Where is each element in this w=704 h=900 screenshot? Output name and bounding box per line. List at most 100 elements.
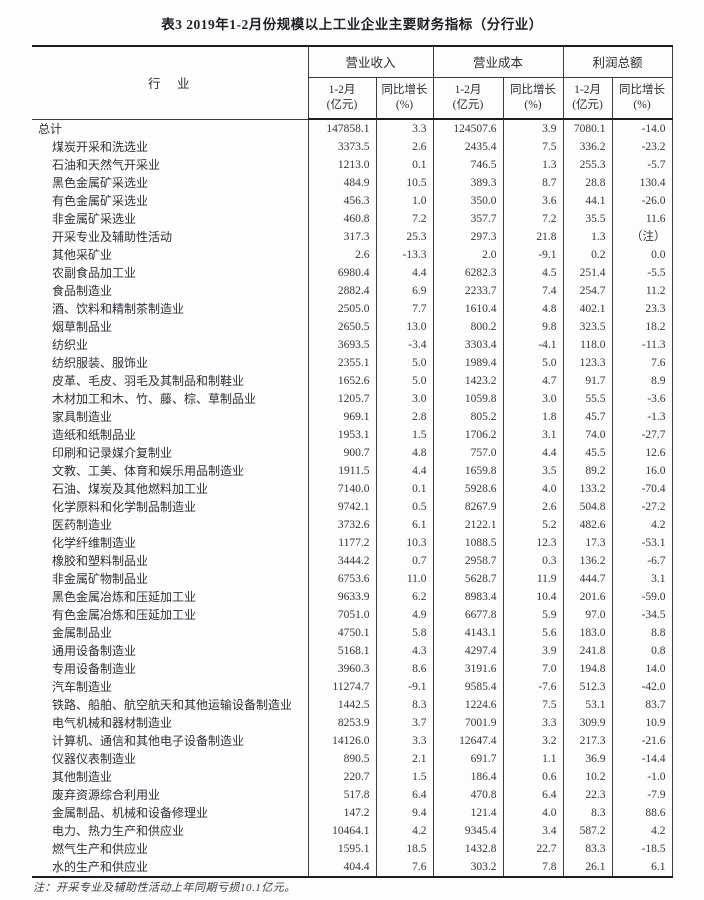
table-row: 其他采矿业 2.6 -13.3 2.0 -9.1 0.2 0.0 <box>32 246 673 264</box>
profit-growth-cell: 14.0 <box>612 660 673 678</box>
table-row: 通用设备制造业 5168.1 4.3 4297.4 3.9 241.8 0.8 <box>32 642 673 660</box>
profit-amount-cell: 8.3 <box>563 804 613 822</box>
table-row: 煤炭开采和洗选业 3373.5 2.6 2435.4 7.5 336.2 -23… <box>32 138 673 156</box>
profit-amount-cell: 123.3 <box>563 354 613 372</box>
profit-growth-cell: -70.4 <box>612 480 673 498</box>
revenue-amount-cell: 11274.7 <box>308 678 377 696</box>
cost-amount-cell: 1706.2 <box>433 426 504 444</box>
industry-name-cell: 电气机械和器材制造业 <box>32 714 309 732</box>
subheader-line2: (%) <box>395 98 414 111</box>
table-row: 木材加工和木、竹、藤、棕、草制品业 1205.7 3.0 1059.8 3.0 … <box>32 390 673 408</box>
revenue-amount-cell: 404.4 <box>308 858 377 878</box>
cost-growth-cell: 3.1 <box>503 426 564 444</box>
table-row: 电气机械和器材制造业 8253.9 3.7 7001.9 3.3 309.9 1… <box>32 714 673 732</box>
profit-growth-header: 同比增长 (%) <box>612 77 673 120</box>
profit-amount-cell: 22.3 <box>563 786 613 804</box>
profit-amount-cell: 444.7 <box>563 570 613 588</box>
table-row: 金属制品业 4750.1 5.8 4143.1 5.6 183.0 8.8 <box>32 624 673 642</box>
cost-amount-cell: 357.7 <box>433 210 504 228</box>
cost-amount-cell: 186.4 <box>433 768 504 786</box>
industry-name-cell: 化学原料和化学制品制造业 <box>32 498 309 516</box>
table-row: 非金属矿采选业 460.8 7.2 357.7 7.2 35.5 11.6 <box>32 210 673 228</box>
industry-name-cell: 其他制造业 <box>32 768 309 786</box>
revenue-amount-cell: 220.7 <box>308 768 377 786</box>
table-row: 化学纤维制造业 1177.2 10.3 1088.5 12.3 17.3 -53… <box>32 534 673 552</box>
revenue-growth-cell: 4.4 <box>376 264 434 282</box>
cost-amount-cell: 1088.5 <box>433 534 504 552</box>
profit-growth-cell: -27.7 <box>612 426 673 444</box>
subheader-line1: 同比增长 <box>381 83 428 96</box>
cost-amount-cell: 746.5 <box>433 156 504 174</box>
table-row: 电力、热力生产和供应业 10464.1 4.2 9345.4 3.4 587.2… <box>32 822 673 840</box>
industry-name-cell: 皮革、毛皮、羽毛及其制品和制鞋业 <box>32 372 309 390</box>
profit-amount-cell: 17.3 <box>563 534 613 552</box>
revenue-amount-cell: 7051.0 <box>308 606 377 624</box>
industry-name-cell: 纺织服装、服饰业 <box>32 354 309 372</box>
revenue-growth-cell: 0.1 <box>376 156 434 174</box>
group-header-operating-revenue: 营业收入 <box>308 45 434 78</box>
profit-growth-cell: -3.6 <box>612 390 673 408</box>
revenue-growth-cell: -9.1 <box>376 678 434 696</box>
profit-growth-cell: -53.1 <box>612 534 673 552</box>
revenue-growth-cell: 7.6 <box>376 858 434 878</box>
revenue-amount-cell: 517.8 <box>308 786 377 804</box>
cost-growth-cell: -4.1 <box>503 336 564 354</box>
profit-amount-cell: 201.6 <box>563 588 613 606</box>
subheader-line2: (亿元) <box>572 98 603 111</box>
revenue-growth-cell: 9.4 <box>376 804 434 822</box>
revenue-amount-cell: 890.5 <box>308 750 377 768</box>
table-row: 金属制品、机械和设备修理业 147.2 9.4 121.4 4.0 8.3 88… <box>32 804 673 822</box>
cost-amount-cell: 1224.6 <box>433 696 504 714</box>
revenue-growth-cell: 7.7 <box>376 300 434 318</box>
industry-name-cell: 黑色金属矿采选业 <box>32 174 309 192</box>
cost-amount-cell: 1059.8 <box>433 390 504 408</box>
profit-amount-cell: 7080.1 <box>563 119 613 138</box>
industry-name-cell: 烟草制品业 <box>32 318 309 336</box>
profit-growth-cell: -34.5 <box>612 606 673 624</box>
revenue-growth-cell: 13.0 <box>376 318 434 336</box>
profit-growth-cell: （注） <box>612 228 673 246</box>
revenue-amount-cell: 2882.4 <box>308 282 377 300</box>
profit-amount-cell: 55.5 <box>563 390 613 408</box>
subheader-line1: 1-2月 <box>574 83 601 96</box>
profit-amount-cell: 241.8 <box>563 642 613 660</box>
table-row: 有色金属矿采选业 456.3 1.0 350.0 3.6 44.1 -26.0 <box>32 192 673 210</box>
cost-amount-header: 1-2月 (亿元) <box>433 77 504 120</box>
table-row: 专用设备制造业 3960.3 8.6 3191.6 7.0 194.8 14.0 <box>32 660 673 678</box>
revenue-amount-header: 1-2月 (亿元) <box>308 77 377 120</box>
revenue-growth-header: 同比增长 (%) <box>376 77 434 120</box>
footnote: 注：开采专业及辅助性活动上年同期亏损10.1亿元。 <box>33 882 296 894</box>
profit-growth-cell: -1.0 <box>612 768 673 786</box>
revenue-growth-cell: 4.3 <box>376 642 434 660</box>
table-row: 非金属矿物制品业 6753.6 11.0 5628.7 11.9 444.7 3… <box>32 570 673 588</box>
industry-name-cell: 煤炭开采和洗选业 <box>32 138 309 156</box>
cost-growth-cell: -7.6 <box>503 678 564 696</box>
cost-growth-cell: 7.5 <box>503 696 564 714</box>
cost-growth-cell: 7.8 <box>503 858 564 878</box>
subheader-line2: (亿元) <box>326 98 358 111</box>
revenue-growth-cell: 6.1 <box>376 516 434 534</box>
revenue-amount-cell: 3444.2 <box>308 552 377 570</box>
cost-amount-cell: 2.0 <box>433 246 504 264</box>
table-row: 医药制造业 3732.6 6.1 2122.1 5.2 482.6 4.2 <box>32 516 673 534</box>
profit-growth-cell: -14.0 <box>612 119 673 138</box>
table-row: 农副食品加工业 6980.4 4.4 6282.3 4.5 251.4 -5.5 <box>32 264 673 282</box>
cost-amount-cell: 121.4 <box>433 804 504 822</box>
revenue-growth-cell: 8.6 <box>376 660 434 678</box>
revenue-growth-cell: 11.0 <box>376 570 434 588</box>
cost-amount-cell: 303.2 <box>433 858 504 878</box>
revenue-amount-cell: 1595.1 <box>308 840 377 858</box>
table-header: 行 业 营业收入 营业成本 利润总额 1-2月 (亿元) 同比增长 (%) 1-… <box>32 45 673 120</box>
revenue-growth-cell: 7.2 <box>376 210 434 228</box>
cost-growth-cell: 1.8 <box>503 408 564 426</box>
profit-amount-cell: 97.0 <box>563 606 613 624</box>
profit-amount-cell: 133.2 <box>563 480 613 498</box>
cost-growth-cell: 21.8 <box>503 228 564 246</box>
revenue-amount-cell: 3693.5 <box>308 336 377 354</box>
cost-amount-cell: 1989.4 <box>433 354 504 372</box>
cost-amount-cell: 691.7 <box>433 750 504 768</box>
profit-amount-cell: 183.0 <box>563 624 613 642</box>
page-title: 表3 2019年1-2月份规模以上工业企业主要财务指标（分行业） <box>161 17 543 32</box>
table-row: 家具制造业 969.1 2.8 805.2 1.8 45.7 -1.3 <box>32 408 673 426</box>
revenue-amount-cell: 9742.1 <box>308 498 377 516</box>
